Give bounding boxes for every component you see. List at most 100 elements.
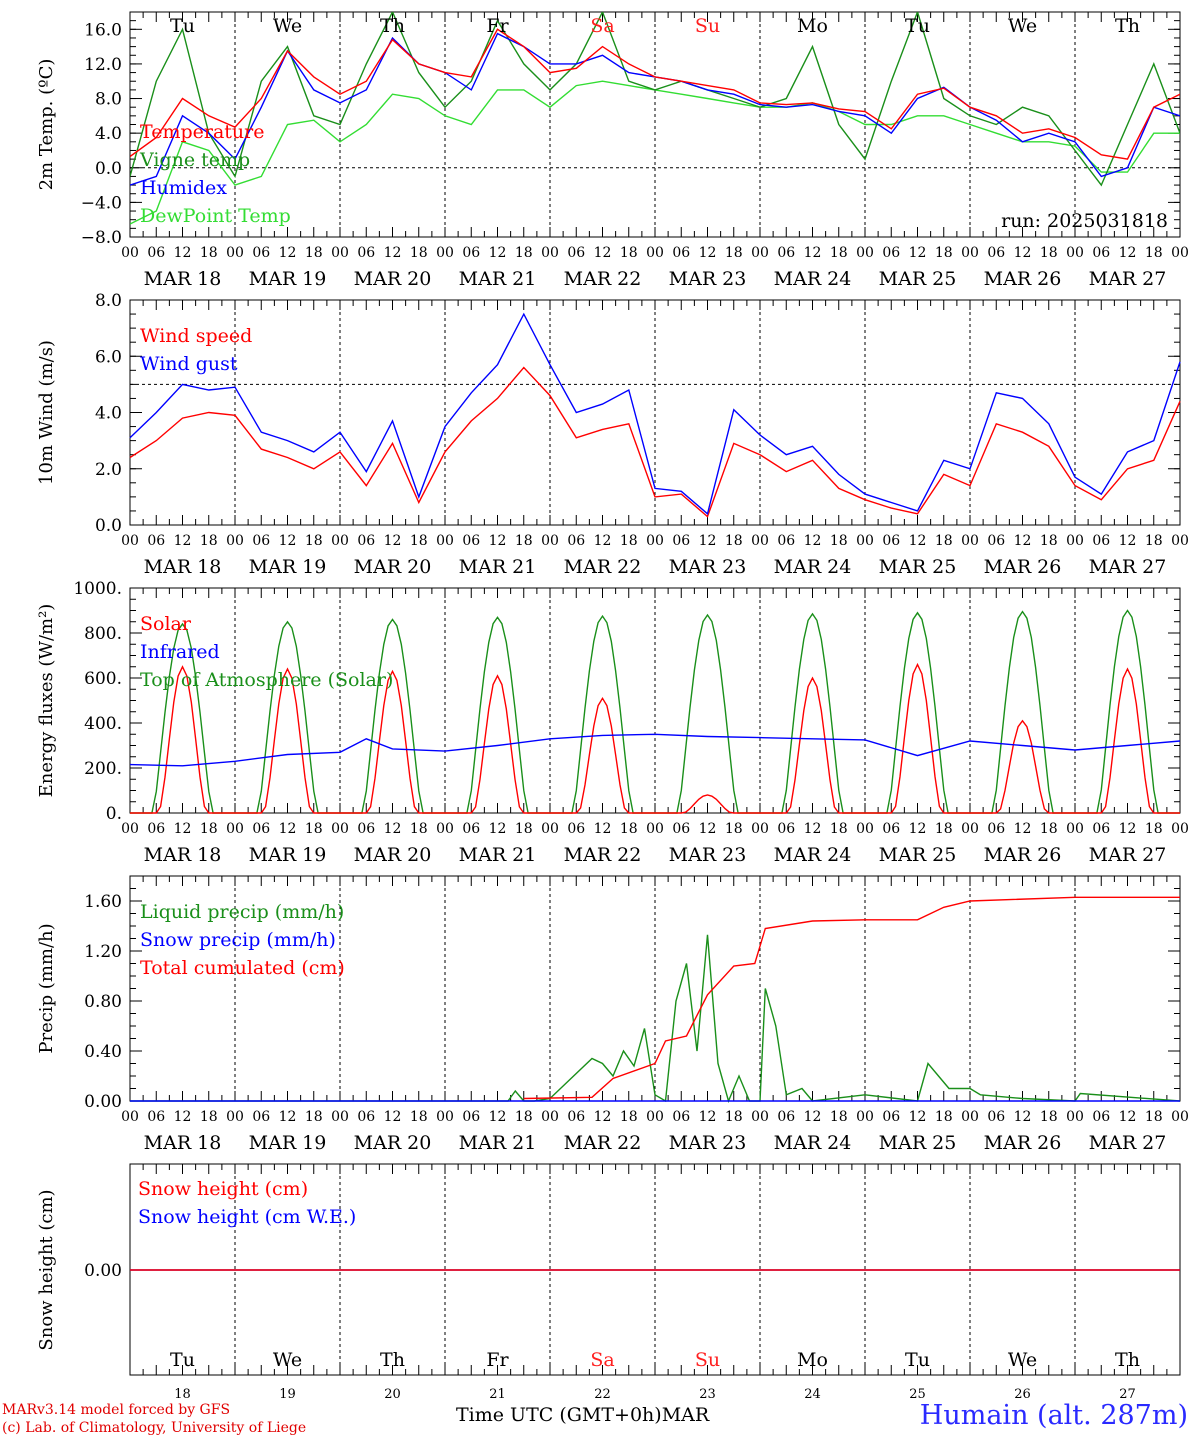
- hour-tick-label: 18: [1040, 1109, 1058, 1125]
- hour-tick-label: 00: [121, 1109, 139, 1125]
- day-number: 22: [594, 1387, 611, 1402]
- hour-tick-label: 06: [567, 1109, 585, 1125]
- hour-tick-label: 18: [410, 821, 428, 837]
- legend-entry: Liquid precip (mm/h): [140, 901, 344, 923]
- hour-tick-label: 12: [279, 821, 297, 837]
- temp-series: [130, 12, 1180, 225]
- hour-tick-label: 18: [410, 245, 428, 261]
- hour-tick-label: 06: [147, 245, 165, 261]
- hour-tick-label: 18: [725, 245, 743, 261]
- hour-tick-label: 18: [935, 533, 953, 549]
- hour-tick-label: 18: [1040, 533, 1058, 549]
- hour-tick-label: 12: [699, 821, 717, 837]
- hour-tick-label: 00: [646, 821, 664, 837]
- hour-tick-label: 00: [1066, 245, 1084, 261]
- hour-tick-label: 06: [777, 1109, 795, 1125]
- hour-tick-label: 18: [1145, 533, 1163, 549]
- hour-tick-label: 12: [1014, 1109, 1032, 1125]
- date-label: MAR 23: [669, 556, 747, 578]
- hour-tick-label: 12: [594, 245, 612, 261]
- hour-tick-label: 18: [410, 533, 428, 549]
- y-tick-label: 600.: [84, 669, 122, 689]
- hour-tick-label: 00: [961, 821, 979, 837]
- day-name: Su: [695, 15, 720, 37]
- hour-tick-label: 06: [357, 245, 375, 261]
- hour-tick-label: 00: [541, 821, 559, 837]
- hour-tick-label: 18: [515, 245, 533, 261]
- hour-tick-label: 00: [331, 533, 349, 549]
- panel-3: 0. 200. 400. 600. 800. 1000. Energy fluxes (W/…: [36, 579, 1189, 866]
- date-label: MAR 19: [249, 556, 327, 578]
- legend-entry: Top of Atmosphere (Solar): [140, 669, 393, 691]
- y-axis-label: Precip (mm/h): [36, 923, 57, 1053]
- y-tick-label: 0.0: [95, 516, 122, 536]
- date-label: MAR 18: [144, 1132, 222, 1154]
- hour-tick-label: 06: [462, 245, 480, 261]
- hour-tick-label: 00: [646, 1109, 664, 1125]
- hour-tick-label: 00: [226, 821, 244, 837]
- hour-tick-label: 12: [1119, 533, 1137, 549]
- day-number: 19: [279, 1387, 296, 1402]
- hour-tick-label: 00: [436, 1109, 454, 1125]
- y-tick-label: 6.0: [95, 347, 122, 367]
- date-label: MAR 19: [249, 268, 327, 290]
- hour-tick-label: 00: [961, 1109, 979, 1125]
- hour-tick-label: 06: [987, 821, 1005, 837]
- day-name: Su: [695, 1349, 720, 1371]
- panel-5: 0.00 Snow height (cm) Snow height (cm) Snow…: [36, 1163, 1181, 1402]
- hour-tick-label: 06: [777, 245, 795, 261]
- series-line: [130, 28, 1180, 160]
- hour-tick-label: 00: [856, 1109, 874, 1125]
- day-name: Sa: [590, 15, 614, 37]
- day-name: Fr: [486, 1349, 509, 1371]
- day-name: Th: [380, 15, 405, 37]
- hour-tick-label: 18: [1145, 245, 1163, 261]
- day-name: We: [273, 15, 302, 37]
- hour-tick-label: 00: [121, 821, 139, 837]
- panel-2: 0.0 2.0 4.0 6.0 8.0 10m Wind (m/s) Wind speed W…: [36, 291, 1189, 578]
- hour-tick-label: 06: [672, 533, 690, 549]
- hour-tick-label: 06: [1092, 245, 1110, 261]
- y-tick-label: −8.0: [81, 228, 122, 248]
- hour-tick-label: 06: [462, 821, 480, 837]
- hour-tick-label: 06: [147, 533, 165, 549]
- month-label: MAR: [661, 1404, 710, 1426]
- y-tick-label: 8.0: [95, 90, 122, 110]
- hour-tick-label: 18: [200, 1109, 218, 1125]
- date-label: MAR 20: [354, 268, 432, 290]
- hour-tick-label: 06: [777, 821, 795, 837]
- day-number: 23: [699, 1387, 716, 1402]
- y-tick-label: 800.: [84, 624, 122, 644]
- day-number: 25: [909, 1387, 926, 1402]
- hour-tick-label: 12: [909, 821, 927, 837]
- hour-tick-label: 06: [987, 533, 1005, 549]
- hour-tick-label: 12: [1014, 245, 1032, 261]
- hour-tick-label: 18: [620, 821, 638, 837]
- hour-tick-label: 00: [751, 1109, 769, 1125]
- hour-tick-label: 18: [305, 821, 323, 837]
- hour-tick-label: 06: [882, 245, 900, 261]
- date-label: MAR 21: [459, 556, 537, 578]
- hour-tick-label: 00: [856, 821, 874, 837]
- hour-tick-label: 00: [1066, 1109, 1084, 1125]
- hour-tick-label: 06: [882, 821, 900, 837]
- series-line: [129, 366, 1181, 518]
- hour-tick-label: 06: [1092, 533, 1110, 549]
- date-label: MAR 27: [1089, 556, 1167, 578]
- hour-tick-label: 06: [252, 245, 270, 261]
- hour-tick-label: 18: [1040, 245, 1058, 261]
- hour-tick-label: 12: [1119, 1109, 1137, 1125]
- hour-tick-label: 00: [331, 821, 349, 837]
- y-tick-label: 4.0: [95, 404, 122, 424]
- hour-tick-label: 12: [804, 533, 822, 549]
- hour-tick-label: 00: [646, 533, 664, 549]
- legend-entry: Wind speed: [140, 325, 252, 347]
- day-name: Th: [1115, 1349, 1140, 1371]
- hour-tick-label: 12: [279, 245, 297, 261]
- model-credit: MARv3.14 model forced by GFS: [2, 1402, 231, 1418]
- hour-tick-label: 06: [357, 533, 375, 549]
- day-name: Mo: [797, 15, 828, 37]
- hour-tick-label: 00: [856, 245, 874, 261]
- hour-tick-label: 06: [567, 533, 585, 549]
- hour-tick-label: 06: [1092, 821, 1110, 837]
